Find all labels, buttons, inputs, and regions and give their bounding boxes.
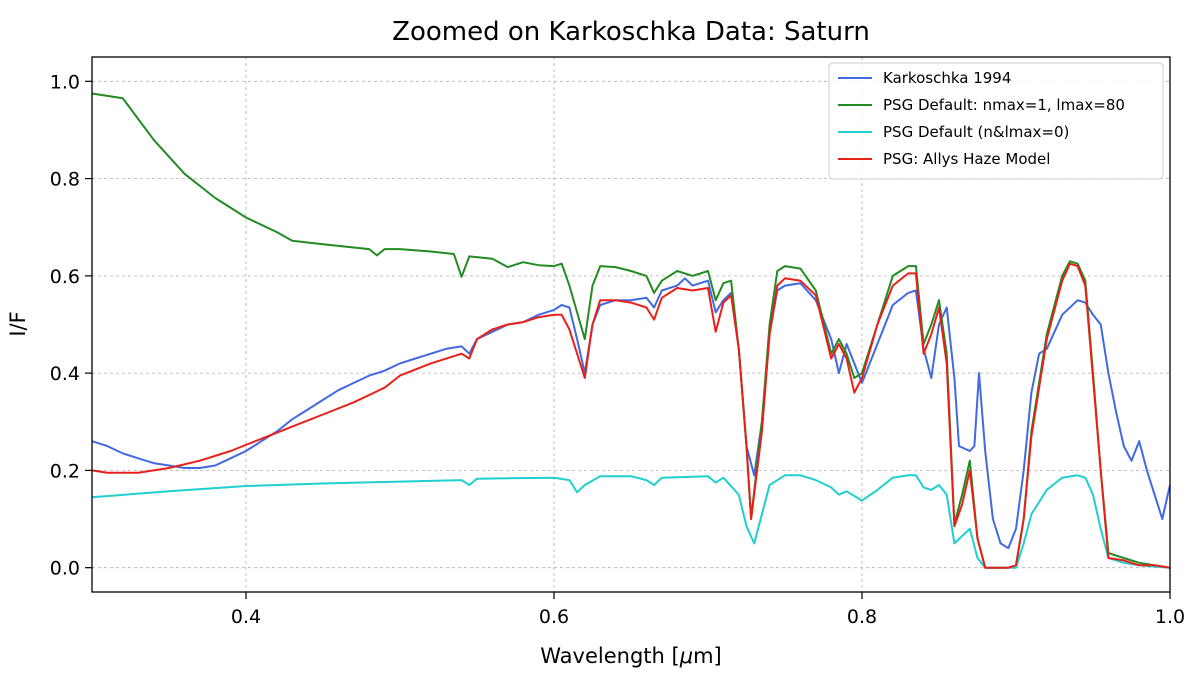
series-line-psg-default-n-lmax-0 [91, 474, 1171, 569]
y-tick-label: 0.2 [50, 460, 80, 482]
legend-label-karkoschka-1994: Karkoschka 1994 [883, 69, 1011, 87]
legend-box [828, 62, 1164, 180]
legend-label-psg-allys-haze-model: PSG: Allys Haze Model [883, 150, 1050, 168]
axis-ticks: 0.4 0.6 0.8 1.0 0.0 0.2 0.4 0.6 0.8 1.0 [50, 71, 1185, 628]
legend-label-psg-default-nmax-1-lmax-80: PSG Default: nmax=1, lmax=80 [883, 96, 1125, 114]
y-tick-label: 0.0 [50, 558, 80, 580]
y-tick-label: 0.6 [50, 266, 80, 288]
legend: Karkoschka 1994 PSG Default: nmax=1, lmax… [828, 62, 1164, 180]
y-tick-label: 1.0 [50, 71, 80, 93]
x-axis-label: Wavelength [μm] [540, 644, 721, 668]
y-tick-label: 0.4 [50, 363, 80, 385]
series-line-psg-allys-haze-model [91, 262, 1171, 569]
y-tick-label: 0.8 [50, 169, 80, 191]
x-tick-label: 0.8 [847, 606, 877, 628]
x-tick-label: 0.4 [231, 606, 261, 628]
legend-label-psg-default-n-lmax-0: PSG Default (n&lmax=0) [883, 123, 1069, 141]
plot-frame [91, 56, 1171, 593]
x-tick-label: 0.6 [539, 606, 569, 628]
y-axis-label: I/F [6, 311, 30, 336]
series-lines [91, 92, 1171, 569]
x-tick-label: 1.0 [1155, 606, 1185, 628]
chart-title: Zoomed on Karkoschka Data: Saturn [392, 17, 870, 47]
